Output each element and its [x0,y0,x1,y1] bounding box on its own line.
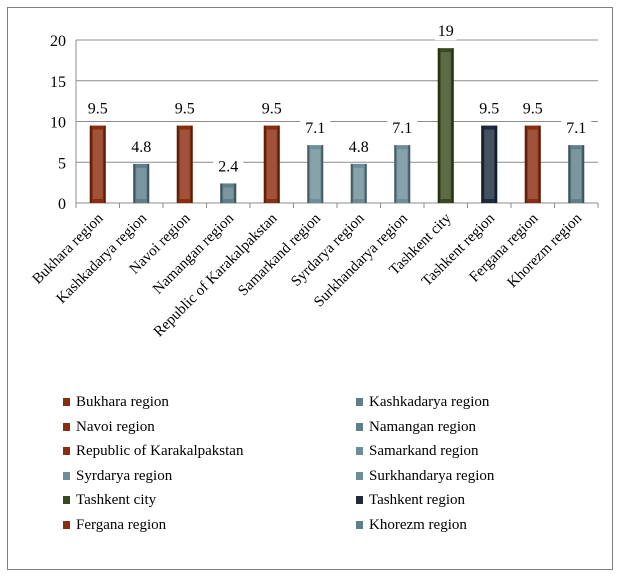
data-label: 9.5 [175,101,195,118]
legend-label: Khorezm region [369,516,467,533]
bar [350,163,367,203]
bar [437,48,454,204]
legend-swatch [62,397,71,407]
bar-body [437,48,454,204]
legend-swatch [62,470,71,481]
bar [220,183,237,203]
bar-bevel [571,149,582,199]
bar-bevel [92,129,103,199]
bar-bevel [527,129,538,199]
bar [568,145,585,203]
bar-body [524,125,541,203]
bar-bevel [353,167,364,199]
y-tick-label: 5 [58,155,66,172]
legend-swatch [355,470,364,481]
data-label: 7.1 [566,120,586,137]
bar-bevel [397,149,408,199]
legend-swatch [355,397,364,407]
data-label-bg [434,21,457,41]
legend-swatch [62,421,71,432]
data-label-bg [300,118,331,138]
data-label-bg [343,136,374,156]
legend-label: Tashkent city [76,492,157,508]
data-label-bg [256,98,287,118]
data-label: 9.5 [88,101,108,118]
y-tick-label: 0 [58,196,66,213]
data-label-bg [126,136,157,156]
data-label-bg [82,98,113,118]
bar [307,145,324,203]
legend-label: Namangan region [369,418,477,435]
data-label-bg [517,98,548,118]
bar [89,125,106,203]
data-label: 9.5 [523,101,543,118]
bar-body [89,125,106,203]
legend-swatch [355,519,364,530]
data-label: 9.5 [479,101,499,118]
bar-body [263,125,280,203]
legend-swatch [62,495,71,505]
data-label-bg [213,156,244,176]
y-tick-label: 15 [50,74,66,91]
legend-label: Surkhandarya region [369,467,495,484]
bar [133,163,150,203]
bar-bevel [310,149,321,199]
bar-bevel [179,129,190,199]
data-label: 7.1 [305,120,325,137]
data-label: 9.5 [262,101,282,118]
legend-label: Samarkand region [369,443,479,459]
bar-body [307,145,324,203]
y-tick-label: 20 [50,33,66,50]
legend-swatch [62,446,71,456]
data-label-bg [561,118,592,138]
data-label-bg [474,98,505,118]
legend-swatch [355,421,364,432]
legend-swatch [355,446,364,456]
bar-body [176,125,193,203]
bar-body [568,145,585,203]
bar-body [481,125,498,203]
x-tick-label: Namangan region [150,210,237,297]
bar [263,125,280,203]
bar-bevel [266,129,277,199]
legend-swatch [355,495,364,505]
legend-swatch [62,519,71,530]
data-label: 7.1 [392,120,412,137]
legend-label: Bukhara region [76,394,169,410]
legend-label: Tashkent region [369,492,466,508]
bar [176,125,193,203]
legend-label: Kashkadarya region [369,394,490,410]
bar-bevel [440,52,451,200]
bar-body [350,163,367,203]
data-label-bg [387,118,418,138]
bar-bevel [136,167,147,199]
data-label: 2.4 [218,158,238,175]
bar [481,125,498,203]
bar-body [394,145,411,203]
bar [524,125,541,203]
x-tick-label: Khorezm region [505,210,586,291]
data-label: 4.8 [349,139,369,156]
bar-body [220,183,237,203]
data-label-bg [169,98,200,118]
bar-bevel [484,129,495,199]
legend-label: Navoi region [76,418,155,435]
bar-bevel [223,187,234,199]
legend-label: Republic of Karakalpakstan [76,443,244,459]
bar [394,145,411,203]
data-label: 4.8 [131,139,151,156]
legend-label: Fergana region [76,516,167,533]
bar-body [133,163,150,203]
legend-label: Syrdarya region [76,467,173,484]
data-label: 19 [438,23,454,40]
y-tick-label: 10 [50,115,66,132]
